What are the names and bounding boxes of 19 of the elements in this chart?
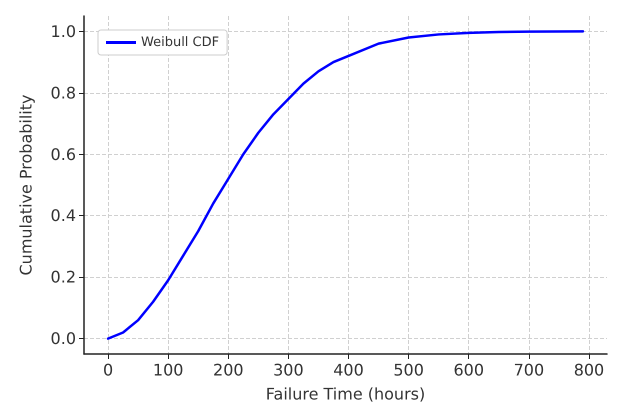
x-tick-label: 100 — [152, 360, 184, 380]
y-axis-title: Cumulative Probability — [16, 94, 36, 276]
x-tick-label: 200 — [213, 360, 244, 380]
x-tick-label: 500 — [393, 360, 424, 380]
x-tick-label: 400 — [333, 360, 364, 380]
y-tick-label: 1.0 — [50, 22, 76, 41]
x-tick-label: 600 — [453, 360, 484, 380]
line-series — [106, 30, 584, 340]
y-tick-label: 0.2 — [50, 268, 76, 287]
y-tick-label: 0.6 — [50, 144, 76, 164]
legend-label: Weibull CDF — [141, 35, 220, 50]
x-tick-label: 800 — [574, 360, 604, 380]
x-tick-label: 700 — [514, 360, 544, 380]
x-tick-label: 300 — [273, 360, 304, 380]
y-tick-label: 0.0 — [50, 329, 76, 348]
y-tick-label: 0.4 — [50, 206, 76, 226]
x-tick-label: 0 — [102, 360, 114, 380]
x-axis-title: Failure Time (hours) — [266, 384, 426, 404]
y-tick-label: 0.8 — [50, 83, 76, 102]
